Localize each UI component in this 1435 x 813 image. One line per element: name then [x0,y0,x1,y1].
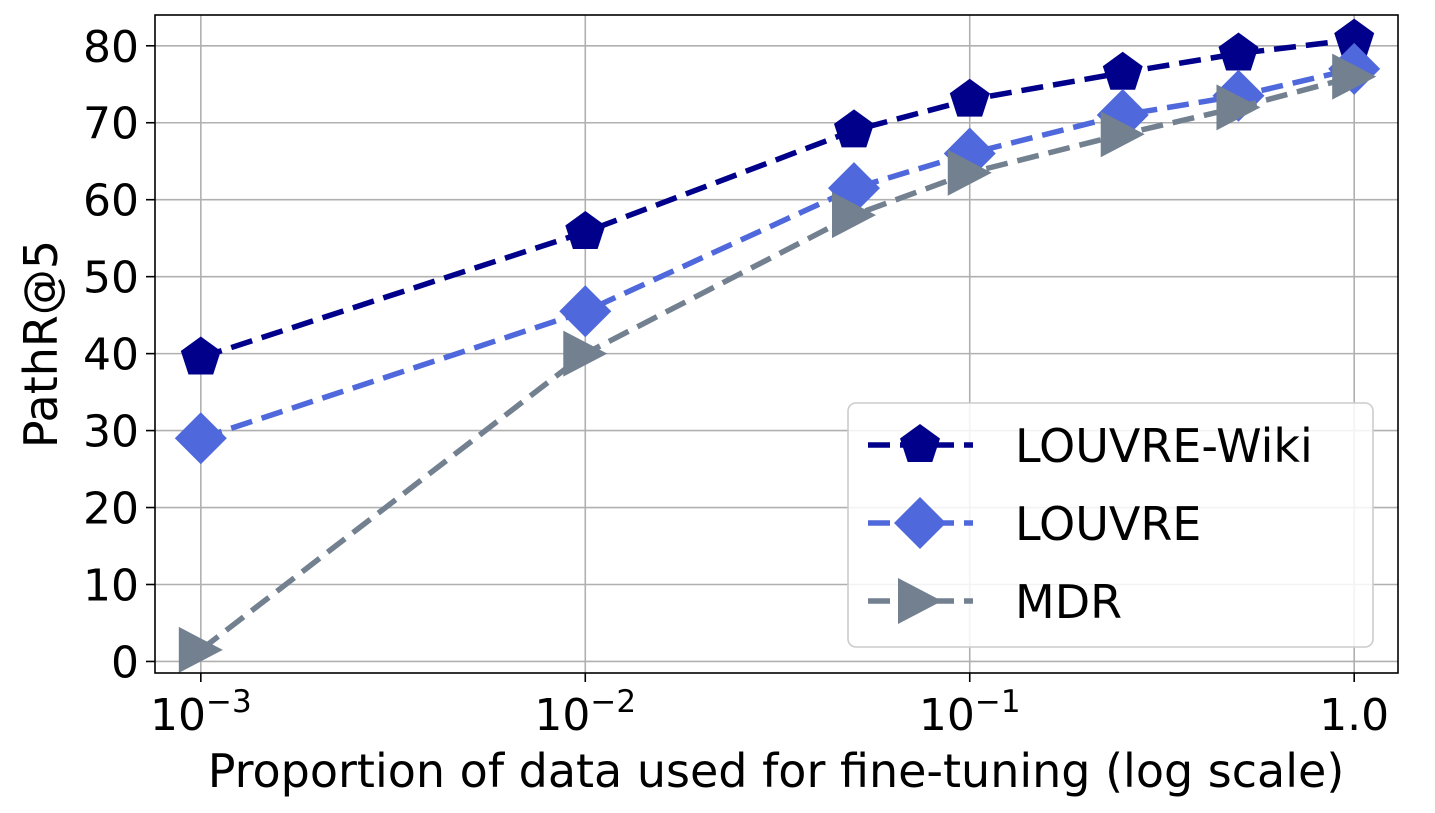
data-point-mdr [563,330,608,377]
data-point-louvre-wiki [565,211,606,249]
y-tick-label: 20 [83,484,139,535]
plot-frame [154,14,1399,674]
data-point-mdr [1332,53,1377,100]
data-point-mdr [1216,84,1261,131]
legend-marker-louvre-wiki [900,424,940,462]
series-line-louvre [199,66,1355,441]
x-tick-base: 10 [919,690,975,741]
legend-item-louvre-wiki: LOUVRE-Wiki [868,419,1313,473]
legend-frame [847,402,1374,648]
data-point-louvre-wiki [1102,51,1143,90]
legend: LOUVRE-Wiki LOUVRE MDR [847,402,1374,648]
legend-marker-louvre [894,497,946,549]
x-tick-label: 10−3 [150,684,252,741]
y-tick-label: 0 [111,637,139,688]
data-point-louvre-wiki [949,78,990,117]
series-louvre-wiki [180,18,1375,375]
x-axis: 10−3 10−2 10−1 1.0 [150,673,1389,741]
legend-label: MDR [1015,575,1122,629]
legend-label: LOUVRE-Wiki [1015,419,1313,473]
y-tick-label: 40 [83,330,139,381]
data-point-mdr [947,149,992,196]
series-layer [174,18,1381,673]
x-tick-exponent: −1 [975,684,1021,720]
x-tick-exponent: −3 [206,684,252,720]
data-point-louvre-wiki [1218,32,1259,71]
legend-label: LOUVRE [1015,497,1201,551]
x-axis-label: Proportion of data used for fine-tuning … [208,744,1345,798]
legend-marker-mdr [898,578,942,624]
x-tick-base: 10 [150,690,206,741]
series-line-louvre-wiki [199,36,1355,361]
data-point-louvre-wiki [1334,18,1375,57]
y-tick-label: 70 [83,99,139,150]
y-tick-label: 50 [83,253,139,304]
legend-item-mdr: MDR [868,575,1122,629]
y-tick-label: 30 [83,407,139,458]
x-tick-label: 10−2 [534,684,636,741]
series-mdr [178,53,1377,673]
legend-item-louvre: LOUVRE [868,497,1201,551]
y-tick-label: 10 [83,560,139,611]
x-tick-base: 10 [534,690,590,741]
data-point-mdr [832,192,877,239]
x-tick-label: 1.0 [1319,690,1389,741]
data-point-louvre [174,412,227,465]
data-point-louvre-wiki [834,109,874,148]
data-point-mdr [178,626,223,673]
data-point-louvre [559,285,612,338]
y-axis: 0 10 20 30 40 50 60 70 80 [83,22,155,688]
data-point-mdr [1100,111,1145,158]
data-point-louvre-wiki [180,336,221,375]
x-tick-exponent: −2 [590,684,636,720]
x-tick-label: 10−1 [919,684,1021,741]
y-axis-label: PathR@5 [14,240,68,448]
y-tick-label: 80 [83,22,139,73]
series-louvre [174,42,1381,465]
y-tick-label: 60 [83,176,139,227]
